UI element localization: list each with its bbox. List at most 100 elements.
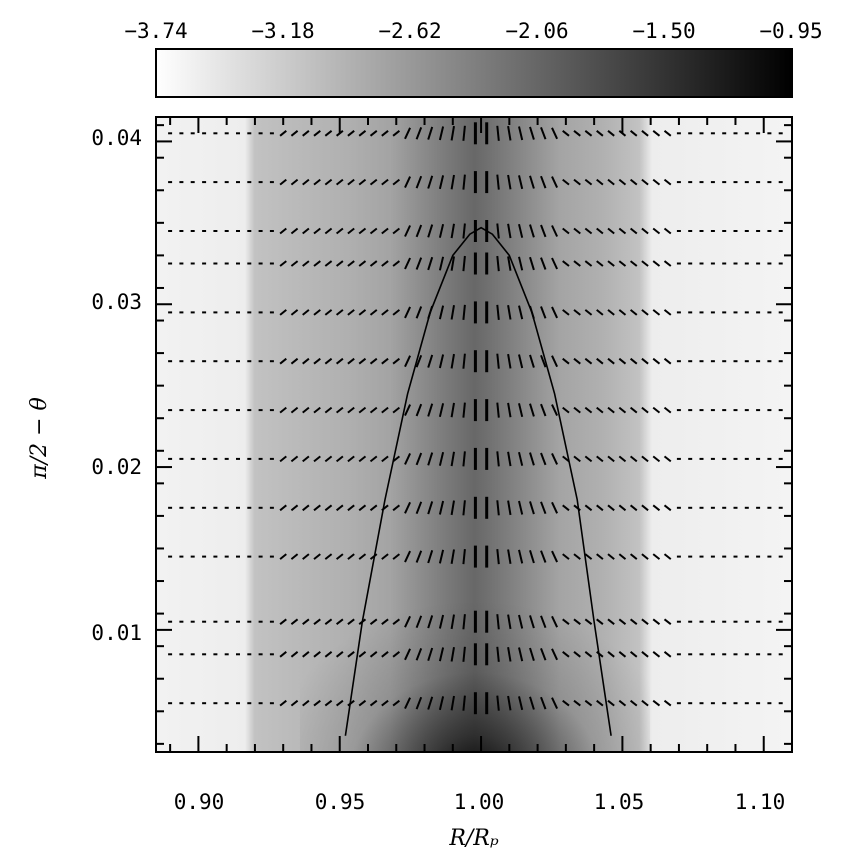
vector-mark <box>290 178 299 186</box>
vector-mark <box>290 699 299 707</box>
vector-mark <box>392 178 401 186</box>
vector-mark <box>415 550 423 563</box>
vector-mark <box>381 699 389 707</box>
vector-mark <box>462 353 466 369</box>
vector-mark <box>641 357 649 365</box>
vector-mark <box>641 178 649 186</box>
vector-mark <box>618 357 627 365</box>
vector-mark <box>450 500 455 516</box>
vector-mark <box>573 357 581 365</box>
vector-mark <box>573 651 581 658</box>
vector-mark <box>358 406 367 414</box>
vector-mark <box>302 227 310 235</box>
vector-mark <box>381 455 389 463</box>
vector-mark <box>392 260 401 267</box>
vector-mark <box>507 614 512 630</box>
vector-mark <box>551 404 559 417</box>
vector-mark <box>663 309 672 316</box>
vector-mark <box>450 305 455 320</box>
vector-mark <box>562 618 570 625</box>
vector-mark <box>358 651 367 658</box>
vector-mark <box>369 618 378 625</box>
y-tick-label: 0.01 <box>91 621 142 645</box>
vector-mark <box>529 550 535 564</box>
vector-mark <box>618 130 627 137</box>
vector-mark <box>427 696 434 710</box>
vector-mark <box>415 452 423 466</box>
vector-mark <box>404 550 412 563</box>
vector-mark <box>324 227 333 235</box>
vector-mark <box>562 406 570 414</box>
vector-mark <box>507 256 512 271</box>
vector-mark <box>518 614 524 629</box>
vector-mark <box>518 305 524 320</box>
vector-mark <box>290 651 299 658</box>
vector-mark <box>324 504 333 512</box>
vector-mark <box>551 648 559 661</box>
vector-mark <box>507 695 512 711</box>
vector-mark <box>279 699 287 707</box>
vector-mark <box>369 699 378 707</box>
vector-mark <box>573 699 581 707</box>
vector-mark <box>596 227 604 235</box>
vector-mark <box>652 260 661 267</box>
vector-mark <box>369 357 378 365</box>
vector-mark <box>462 451 466 467</box>
vector-mark <box>607 455 615 463</box>
vector-mark <box>302 260 310 267</box>
vector-mark <box>450 223 455 239</box>
vector-mark <box>290 504 299 512</box>
vector-mark <box>358 178 367 186</box>
vector-mark <box>415 127 423 140</box>
vector-mark <box>290 130 299 137</box>
vector-mark <box>496 125 500 141</box>
vector-mark <box>573 309 581 316</box>
vector-mark <box>596 618 604 625</box>
vector-mark <box>279 406 287 414</box>
vector-mark <box>313 406 321 414</box>
vector-mark <box>279 260 287 267</box>
vector-mark <box>358 260 367 267</box>
vector-mark <box>562 553 570 560</box>
vector-mark <box>438 696 445 711</box>
vector-mark <box>607 553 615 560</box>
vector-mark <box>518 451 524 466</box>
vector-mark <box>573 406 581 414</box>
vector-mark <box>607 406 615 414</box>
vector-mark <box>518 256 524 271</box>
x-tick-label: 1.10 <box>735 790 786 814</box>
vector-mark <box>392 504 401 512</box>
vector-mark <box>540 257 547 270</box>
vector-mark <box>462 646 466 662</box>
vector-mark <box>529 224 535 238</box>
vector-mark <box>369 227 378 235</box>
vector-mark <box>335 618 344 625</box>
y-tick-label: 0.04 <box>91 126 142 150</box>
vector-mark <box>347 309 355 316</box>
vector-mark <box>415 354 423 368</box>
vector-mark <box>496 223 500 239</box>
vector-mark <box>540 452 547 466</box>
vector-mark <box>562 130 570 137</box>
x-tick-label: 1.05 <box>594 790 645 814</box>
vector-mark <box>290 227 299 235</box>
vector-mark <box>450 125 455 141</box>
vector-mark <box>313 227 321 235</box>
vector-mark <box>518 354 524 369</box>
vector-mark <box>324 553 333 560</box>
vector-mark <box>438 256 445 271</box>
vector-mark <box>450 451 455 467</box>
vector-mark <box>438 614 445 629</box>
vector-mark <box>652 651 661 658</box>
vector-mark <box>496 353 500 369</box>
vector-mark <box>496 614 500 630</box>
vector-mark <box>652 699 661 707</box>
vector-mark <box>529 501 535 515</box>
vector-mark <box>438 223 445 238</box>
vector-mark <box>618 227 627 235</box>
vector-mark <box>529 696 535 710</box>
vector-mark <box>313 455 321 463</box>
vector-mark <box>335 455 344 463</box>
vector-mark <box>663 618 672 625</box>
vector-mark <box>596 130 604 137</box>
